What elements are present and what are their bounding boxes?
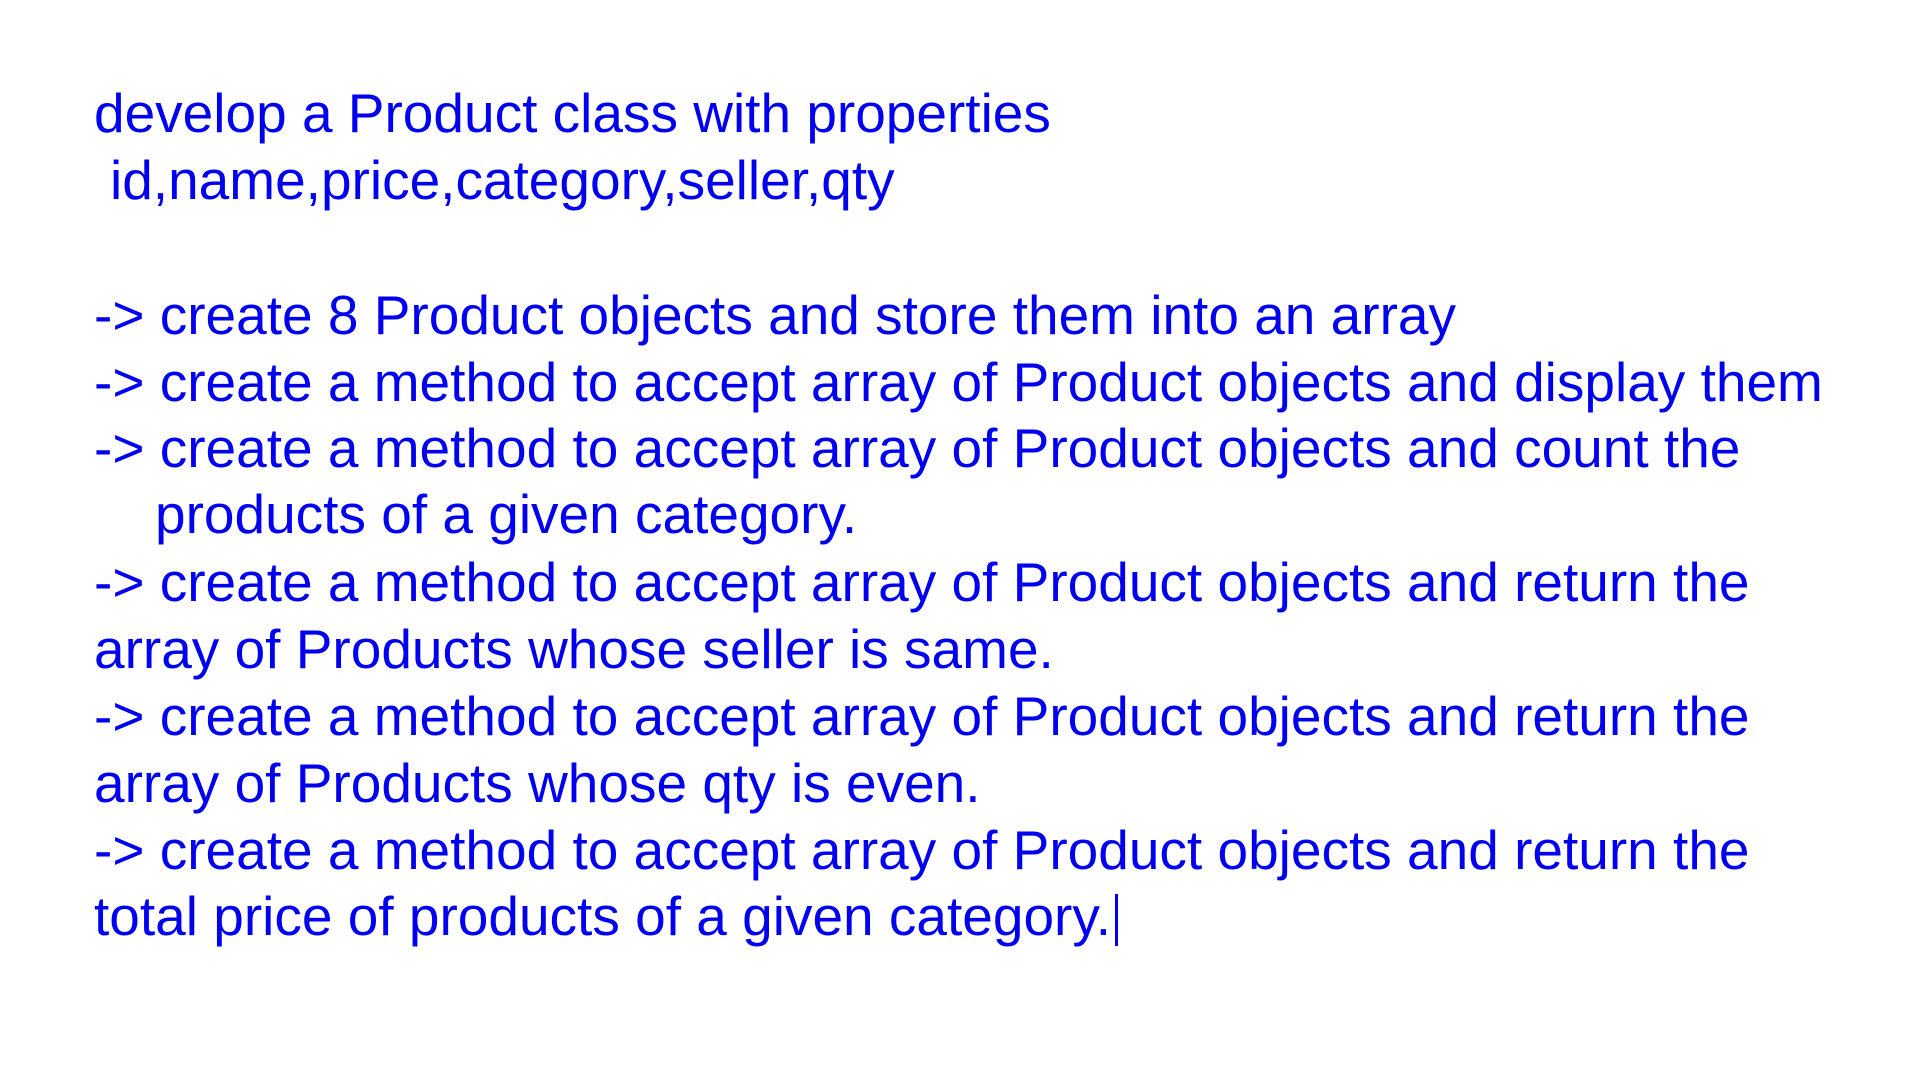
text-line: total price of products of a given categ…	[94, 885, 1112, 947]
text-line: id,name,price,category,seller,qty	[110, 149, 895, 211]
text-line: array of Products whose qty is even.	[94, 752, 981, 814]
text-line: -> create a method to accept array of Pr…	[94, 819, 1750, 881]
text-line: products of a given category.	[155, 483, 858, 545]
text-line: -> create a method to accept array of Pr…	[94, 417, 1741, 479]
text-caret	[1115, 894, 1119, 947]
text-line-last: total price of products of a given categ…	[94, 883, 1119, 950]
text-line: -> create a method to accept array of Pr…	[94, 551, 1750, 613]
text-line: array of Products whose seller is same.	[94, 618, 1054, 680]
text-line: -> create a method to accept array of Pr…	[94, 351, 1823, 413]
text-line: develop a Product class with properties	[94, 82, 1051, 144]
text-line: -> create a method to accept array of Pr…	[94, 685, 1750, 747]
text-line: -> create 8 Product objects and store th…	[94, 284, 1456, 346]
